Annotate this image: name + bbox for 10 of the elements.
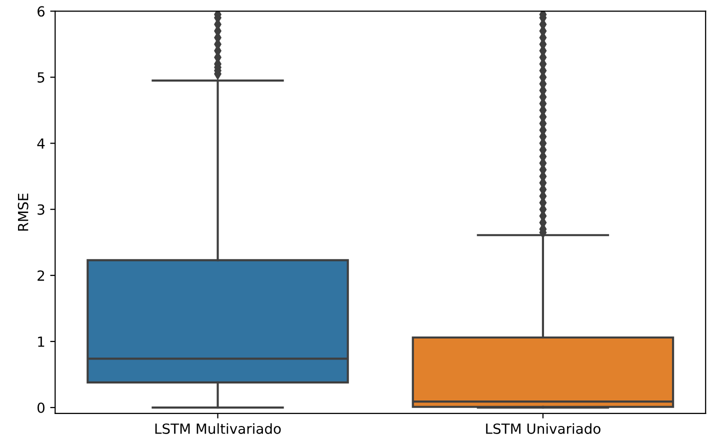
- y-tick-label: 6: [38, 6, 45, 17]
- y-tick-label: 5: [38, 72, 44, 83]
- y-axis-title: RMSE: [18, 194, 28, 231]
- y-tick-label: 2: [38, 270, 44, 281]
- y-tick-label: 0: [38, 402, 44, 414]
- y-tick-label: 3: [38, 204, 44, 215]
- x-tick-label: LSTM Multivariado: [155, 423, 281, 434]
- x-tick-label: LSTM Univariado: [486, 423, 600, 434]
- y-tick-label: 1: [38, 336, 44, 347]
- y-tick-label: 4: [37, 138, 45, 149]
